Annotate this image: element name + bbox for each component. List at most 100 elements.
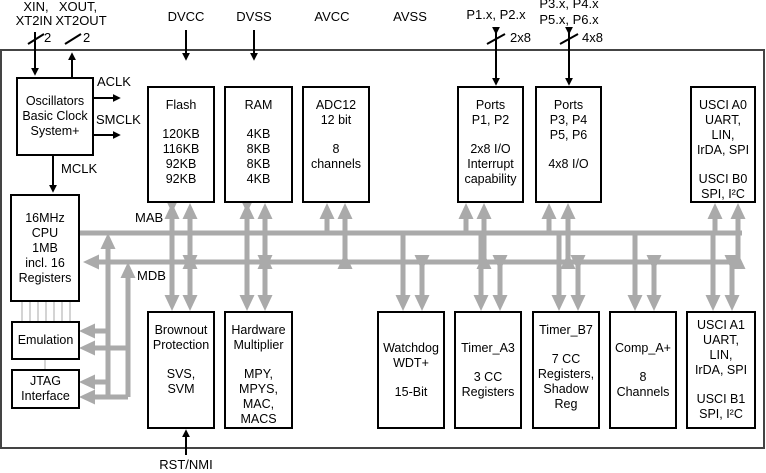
dvss-label: DVSS	[236, 9, 272, 24]
p36-slash	[559, 33, 579, 45]
block-text-line: Hardware	[231, 323, 286, 337]
block-text-line: capability	[464, 172, 517, 186]
block-text-line: Interrupt	[467, 157, 514, 171]
block-text-line: Ports	[475, 98, 506, 112]
block-text-group: USCI B0 SPI, I²C	[699, 172, 748, 202]
avcc-label: AVCC	[314, 9, 350, 24]
mclk-label: MCLK	[61, 161, 98, 176]
block-text-line: Basic Clock	[22, 109, 88, 123]
xout-slash	[64, 33, 82, 45]
block-text-line: 4KB	[246, 172, 271, 186]
block-text-line: IrDA, SPI	[694, 363, 748, 377]
block-text-line: SPI, I²C	[701, 187, 745, 201]
block-text-line: P3, P4	[549, 113, 588, 127]
block-text-line: Ports	[553, 98, 584, 112]
block-text-line: Channels	[616, 384, 670, 399]
block-text-group: JTAG Interface	[21, 374, 70, 404]
block-text-line: SVM	[167, 382, 195, 396]
block-text-line: 116KB	[162, 142, 200, 156]
block-text-line: incl. 16	[25, 255, 65, 270]
block-text-group: 4x8 I/O	[548, 157, 588, 172]
block-text-group: USCI A0 UART, LIN, IrDA, SPI	[697, 98, 749, 158]
block-text-line: Protection	[152, 338, 210, 352]
block-text-line: ADC12	[315, 98, 357, 112]
p36-width-label: 4x8	[582, 30, 603, 45]
usci0-block: USCI A0 UART, LIN, IrDA, SPI USCI B0 SPI, I²C	[690, 86, 756, 203]
block-text-line: Comp_A+	[615, 340, 671, 355]
block-text-group: 2x8 I/O Interrupt capability	[464, 142, 516, 187]
block-text-line: JTAG	[29, 374, 61, 388]
block-text-line: USCI B0	[698, 172, 748, 186]
block-text-line: Interface	[21, 389, 70, 403]
p12-slash	[486, 33, 506, 45]
block-text-line: 1MB	[32, 240, 58, 255]
block-text-line: 8KB	[246, 142, 271, 156]
block-text-line: P5, P6	[549, 128, 588, 142]
usci1-block: USCI A1 UART, LIN, IrDA, SPI USCI B1 SPI, I²C	[686, 311, 756, 429]
block-text-line: System+	[30, 124, 80, 138]
block-text-line: Emulation	[17, 333, 74, 347]
rst-nmi-label: RST/NMI	[159, 457, 213, 472]
block-text-line: 12 bit	[320, 113, 352, 127]
block-text-group: 8 channels	[311, 142, 361, 172]
block-text-line: SPI, I²C	[699, 407, 743, 421]
ram-block: RAM 4KB 8KB 8KB 4KB	[224, 86, 293, 203]
block-text-group: USCI B1 SPI, I²C	[697, 392, 746, 422]
block-text-group: 16MHz CPU 1MB incl. 16 Registers	[19, 211, 72, 286]
block-text-line: Flash	[165, 98, 197, 112]
block-text-line: MACS	[240, 412, 277, 426]
block-text-line: 8	[639, 369, 647, 384]
mdb-label: MDB	[137, 268, 166, 283]
block-text-line: channels	[310, 157, 362, 171]
cpu-block: 16MHz CPU 1MB incl. 16 Registers	[10, 194, 80, 302]
block-text-group: 7 CC Registers, Shadow Reg	[538, 352, 594, 412]
mab-label: MAB	[135, 210, 164, 225]
block-text-line: MAC,	[242, 397, 275, 411]
block-text-line: RAM	[244, 98, 273, 112]
block-text-group: Flash	[166, 98, 197, 113]
block-text-line: Brownout	[154, 323, 208, 337]
block-text-line: USCI A0	[699, 98, 747, 112]
block-text-line: Timer_A3	[461, 340, 515, 355]
jtag-block: JTAG Interface	[11, 369, 80, 409]
xout-label: XOUT,	[58, 0, 98, 14]
block-text-line: 7 CC	[551, 352, 581, 366]
emulation-block: Emulation	[11, 321, 80, 360]
block-text-group: Hardware Multiplier	[231, 323, 285, 353]
block-text-group: 4KB 8KB 8KB 4KB	[247, 127, 271, 187]
watchdog-block: Watchdog WDT+ 15-Bit	[377, 311, 445, 429]
block-text-line: 8KB	[246, 157, 271, 171]
block-text-line: LIN,	[711, 128, 735, 142]
block-text-group: Emulation	[18, 333, 74, 348]
block-text-line: 16MHz	[25, 210, 65, 225]
block-text-group: Watchdog WDT+	[383, 341, 439, 371]
block-text-line: 2x8 I/O	[470, 142, 511, 156]
block-text-line: 92KB	[165, 172, 197, 186]
aclk-label: ACLK	[97, 74, 131, 89]
xt2out-label: XT2OUT	[55, 13, 107, 28]
block-text-line: Shadow	[543, 382, 589, 396]
block-text-line: Registers	[18, 270, 72, 285]
block-text-line: USCI A1	[697, 318, 745, 332]
block-text-line: SVS,	[166, 367, 196, 381]
smclk-label: SMCLK	[96, 112, 141, 127]
block-text-group: RAM	[245, 98, 273, 113]
oscillators-block: Oscillators Basic Clock System+	[16, 77, 94, 156]
block-text-line: 92KB	[165, 157, 197, 171]
xout-width-label: 2	[83, 30, 91, 45]
block-text-group: MPY, MPYS, MAC, MACS	[239, 367, 278, 427]
block-text-line: WDT+	[393, 355, 429, 370]
block-text-line: Reg	[554, 397, 578, 411]
block-text-group: Timer_B7	[539, 323, 593, 338]
block-text-line: Registers,	[537, 367, 595, 381]
block-text-line: CPU	[31, 225, 59, 240]
block-text-line: Registers	[461, 384, 515, 399]
block-text-group: 8 Channels	[617, 370, 670, 400]
mpy-block: Hardware Multiplier MPY, MPYS, MAC, MACS	[224, 311, 293, 429]
block-text-group: USCI A1 UART, LIN, IrDA, SPI	[695, 318, 747, 378]
block-text-line: MPY,	[244, 367, 273, 381]
block-text-group: Comp_A+	[615, 341, 671, 356]
block-text-line: MPYS,	[239, 382, 278, 396]
block-text-group: Ports P1, P2	[472, 98, 510, 128]
